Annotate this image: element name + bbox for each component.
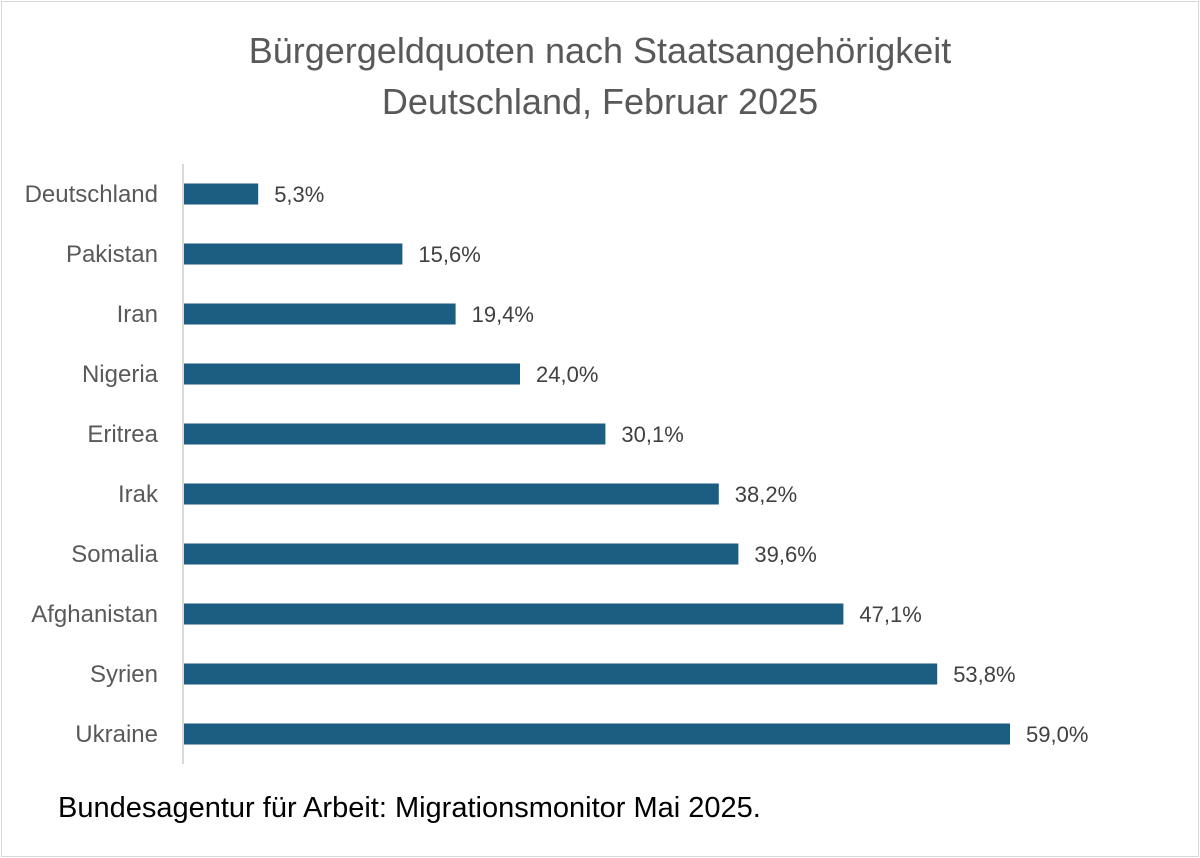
category-label-irak: Irak	[118, 481, 159, 508]
value-label-syrien: 53,8%	[953, 662, 1015, 687]
category-label-syrien: Syrien	[90, 661, 158, 688]
bar-nigeria	[184, 363, 520, 385]
bar-afghanistan	[184, 603, 844, 625]
bar-deutschland	[184, 183, 259, 205]
chart-title-line-1: Bürgergeldquoten nach Staatsangehörigkei…	[248, 30, 952, 71]
bar-syrien	[184, 663, 938, 685]
value-label-ukraine: 59,0%	[1026, 722, 1088, 747]
category-label-iran: Iran	[117, 301, 158, 328]
chart-title-line-2: Deutschland, Februar 2025	[381, 81, 819, 122]
value-label-iran: 19,4%	[472, 302, 534, 327]
category-label-eritrea: Eritrea	[87, 421, 158, 448]
category-label-ukraine: Ukraine	[75, 721, 158, 748]
value-label-somalia: 39,6%	[754, 542, 816, 567]
category-label-somalia: Somalia	[71, 541, 158, 568]
category-label-deutschland: Deutschland	[25, 181, 158, 208]
value-label-pakistan: 15,6%	[418, 242, 480, 267]
value-label-deutschland: 5,3%	[274, 182, 324, 207]
bar-irak	[184, 483, 719, 505]
bar-iran	[184, 303, 456, 325]
bar-eritrea	[184, 423, 606, 445]
category-label-nigeria: Nigeria	[82, 361, 159, 388]
value-label-eritrea: 30,1%	[621, 422, 683, 447]
category-label-afghanistan: Afghanistan	[31, 601, 158, 628]
bar-ukraine	[184, 723, 1010, 745]
source-note: Bundesagentur für Arbeit: Migrationsmoni…	[58, 792, 761, 824]
value-label-afghanistan: 47,1%	[859, 602, 921, 627]
bar-somalia	[184, 543, 739, 565]
category-label-pakistan: Pakistan	[66, 241, 158, 268]
value-label-nigeria: 24,0%	[536, 362, 598, 387]
bar-pakistan	[184, 243, 403, 265]
value-label-irak: 38,2%	[735, 482, 797, 507]
